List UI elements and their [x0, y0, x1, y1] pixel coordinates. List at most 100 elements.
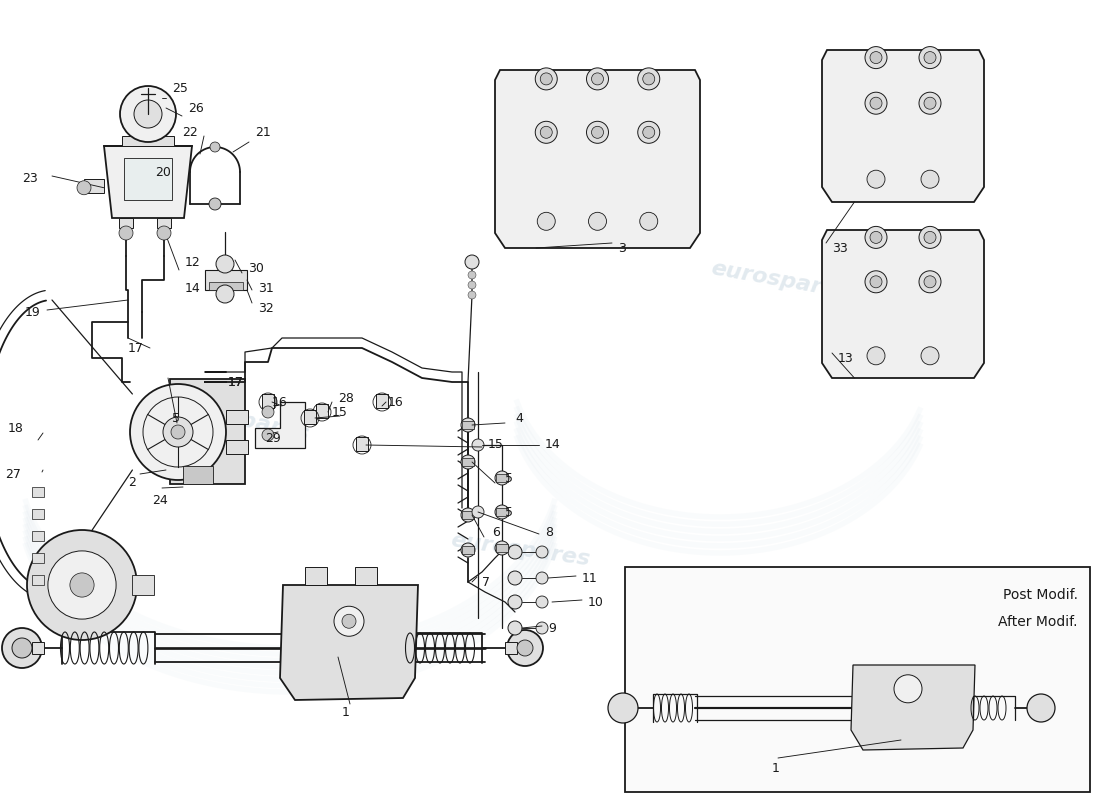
- Text: 14: 14: [185, 282, 200, 294]
- Polygon shape: [495, 70, 700, 248]
- Text: eurospares: eurospares: [710, 258, 851, 302]
- Text: 12: 12: [185, 255, 200, 269]
- Circle shape: [70, 573, 95, 597]
- Bar: [209, 282, 243, 290]
- Text: 16: 16: [272, 395, 288, 409]
- Circle shape: [461, 455, 475, 469]
- Text: 27: 27: [6, 469, 21, 482]
- Text: 17: 17: [228, 375, 244, 389]
- Circle shape: [870, 98, 882, 110]
- Circle shape: [540, 73, 552, 85]
- Text: 10: 10: [588, 595, 604, 609]
- Circle shape: [468, 281, 476, 289]
- Circle shape: [216, 255, 234, 273]
- Bar: [625, 567, 1090, 792]
- Bar: [496, 508, 508, 516]
- Circle shape: [130, 384, 225, 480]
- Circle shape: [262, 406, 274, 418]
- Circle shape: [536, 122, 558, 143]
- Circle shape: [508, 595, 522, 609]
- Bar: [157, 218, 170, 228]
- Text: 29: 29: [265, 431, 280, 445]
- Bar: [356, 437, 369, 451]
- Bar: [355, 567, 377, 585]
- Text: 26: 26: [188, 102, 204, 114]
- Circle shape: [540, 126, 552, 138]
- Circle shape: [262, 429, 274, 441]
- Text: 14: 14: [544, 438, 561, 451]
- Circle shape: [508, 621, 522, 635]
- Circle shape: [465, 255, 478, 269]
- Text: Post Modif.: Post Modif.: [1003, 588, 1078, 602]
- Circle shape: [642, 126, 654, 138]
- Bar: [505, 642, 517, 654]
- Circle shape: [918, 270, 940, 293]
- Circle shape: [508, 545, 522, 559]
- Circle shape: [918, 46, 940, 69]
- Circle shape: [157, 226, 170, 240]
- Circle shape: [924, 98, 936, 110]
- Circle shape: [924, 276, 936, 288]
- Circle shape: [870, 276, 882, 288]
- Circle shape: [870, 51, 882, 63]
- Text: 8: 8: [544, 526, 553, 538]
- Text: 3: 3: [618, 242, 626, 254]
- Circle shape: [918, 226, 940, 249]
- Polygon shape: [104, 146, 192, 218]
- Bar: [183, 466, 213, 484]
- Text: 11: 11: [582, 571, 597, 585]
- Text: 28: 28: [338, 391, 354, 405]
- Circle shape: [468, 291, 476, 299]
- Circle shape: [894, 674, 922, 702]
- Circle shape: [1027, 694, 1055, 722]
- Bar: [32, 509, 44, 519]
- Text: eurospares: eurospares: [169, 395, 311, 445]
- Circle shape: [638, 68, 660, 90]
- Bar: [316, 404, 328, 418]
- Circle shape: [517, 640, 534, 656]
- Bar: [462, 421, 474, 429]
- Circle shape: [28, 530, 138, 640]
- Bar: [119, 218, 133, 228]
- Circle shape: [536, 546, 548, 558]
- Circle shape: [468, 271, 476, 279]
- Text: 1: 1: [342, 706, 350, 718]
- Bar: [32, 531, 44, 541]
- Text: 6: 6: [492, 526, 499, 538]
- Bar: [170, 379, 245, 484]
- Bar: [205, 270, 248, 290]
- Circle shape: [77, 181, 91, 194]
- Circle shape: [867, 170, 886, 188]
- Text: 9: 9: [548, 622, 556, 634]
- Text: 17: 17: [228, 375, 244, 389]
- Circle shape: [918, 92, 940, 114]
- Circle shape: [870, 231, 882, 243]
- Bar: [304, 410, 316, 424]
- Circle shape: [495, 541, 509, 555]
- Circle shape: [48, 551, 117, 619]
- Circle shape: [134, 100, 162, 128]
- Polygon shape: [822, 50, 984, 202]
- Circle shape: [495, 505, 509, 519]
- Bar: [32, 487, 44, 497]
- Circle shape: [507, 630, 543, 666]
- Text: 15: 15: [488, 438, 504, 451]
- Circle shape: [921, 170, 939, 188]
- Circle shape: [536, 572, 548, 584]
- Circle shape: [461, 508, 475, 522]
- Circle shape: [461, 418, 475, 432]
- Text: 16: 16: [388, 395, 404, 409]
- Bar: [462, 458, 474, 466]
- Circle shape: [924, 231, 936, 243]
- Bar: [305, 567, 327, 585]
- Circle shape: [12, 638, 32, 658]
- Circle shape: [2, 628, 42, 668]
- Text: 18: 18: [8, 422, 24, 434]
- Bar: [124, 158, 172, 200]
- Bar: [226, 410, 248, 424]
- Circle shape: [586, 68, 608, 90]
- Bar: [32, 575, 44, 585]
- Text: 1: 1: [772, 762, 780, 774]
- Circle shape: [209, 198, 221, 210]
- Text: 5: 5: [505, 506, 513, 518]
